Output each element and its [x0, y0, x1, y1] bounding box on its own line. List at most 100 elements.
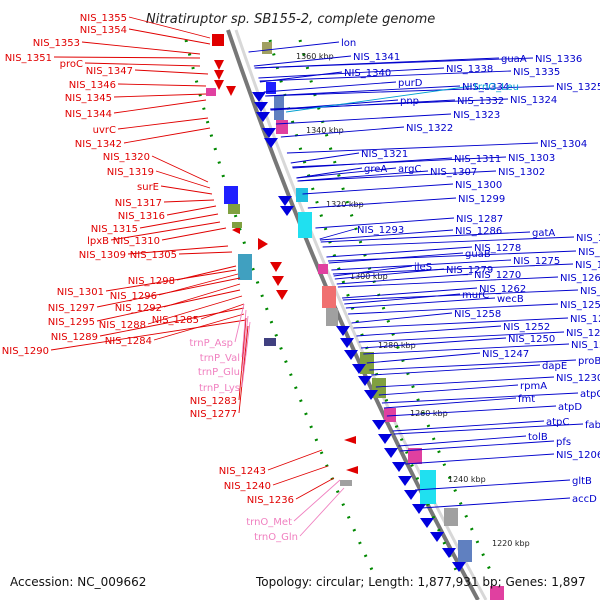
- leader-line: [241, 315, 249, 372]
- leader-line: [400, 440, 555, 452]
- gene-label-nis-1292: NIS_1292: [115, 303, 162, 314]
- leader-line: [381, 392, 579, 404]
- gene-label-nis-1300: NIS_1300: [455, 180, 502, 191]
- leader-line: [151, 155, 209, 183]
- right-leader-lines: [248, 41, 584, 509]
- leader-line: [344, 293, 461, 305]
- gene-label-guab: guaB: [465, 249, 491, 260]
- accession-text: Accession: NC_009662: [10, 575, 146, 589]
- leader-line: [285, 85, 473, 113]
- gene-label-nis-1341: NIS_1341: [353, 52, 400, 63]
- leader-line: [286, 142, 539, 154]
- leader-line: [50, 319, 247, 351]
- gene-label-iles: ileS: [414, 262, 432, 273]
- tick-label: 1360 kbp: [296, 52, 334, 61]
- gene-label-nis-1243: NIS_1243: [219, 466, 266, 477]
- rna-label-trno-leu: trnO_Leu: [474, 82, 519, 93]
- gene-label-accd: accD: [572, 494, 597, 505]
- gene-label-atpg: atpG: [580, 389, 600, 400]
- gene-label-prob: proB: [578, 356, 600, 367]
- gene-label-nis-1290: NIS_1290: [2, 346, 49, 357]
- leader-line: [139, 213, 219, 229]
- gene-label-nis-1286: NIS_1286: [455, 226, 502, 237]
- gene-label-wecb: wecB: [497, 294, 524, 305]
- leader-line: [113, 93, 207, 98]
- gene-label-lon: lon: [341, 38, 356, 49]
- gene-label-nis-1240: NIS_1240: [224, 481, 271, 492]
- leader-line: [117, 117, 209, 130]
- gene-label-nis-1248: NIS_1248: [570, 314, 600, 325]
- gene-label-pfs: pfs: [556, 437, 571, 448]
- leader-line: [405, 453, 555, 465]
- gene-label-fabd: fabD: [585, 420, 600, 431]
- gene-label-nis-1299: NIS_1299: [458, 194, 505, 205]
- gene-label-nis-1295: NIS_1295: [48, 317, 95, 328]
- gene-label-nis-1346: NIS_1346: [69, 80, 116, 91]
- gene-label-grea: greA: [364, 164, 387, 175]
- gene-label-gltb: gltB: [572, 476, 592, 487]
- leader-line: [363, 343, 570, 355]
- leader-line: [386, 405, 557, 417]
- leader-line: [267, 449, 323, 471]
- gene-label-nis-1325: NIS_1325: [556, 82, 600, 93]
- leader-line: [290, 152, 360, 164]
- tick-label: 1320 kbp: [326, 200, 364, 209]
- tick-label: 1300 kbp: [350, 272, 388, 281]
- gene-label-tolb: tolB: [528, 432, 548, 443]
- leader-line: [258, 67, 445, 79]
- leader-line: [361, 337, 507, 349]
- gene-label-fmt: fmt: [518, 394, 535, 405]
- gene-label-nis-1351: NIS_1351: [5, 53, 52, 64]
- gene-label-lpxb: lpxB: [87, 236, 109, 247]
- gene-label-nis-1345: NIS_1345: [65, 93, 112, 104]
- gene-label-atpd: atpD: [558, 402, 582, 413]
- leader-line: [166, 205, 217, 216]
- leader-line: [378, 384, 519, 396]
- gene-label-nis-1255: NIS_1255: [580, 286, 600, 297]
- leader-line: [332, 263, 574, 275]
- leader-line: [253, 55, 352, 67]
- leader-line: [353, 317, 569, 329]
- leader-line: [263, 81, 397, 93]
- gene-label-nis-1276: NIS_1276: [576, 233, 600, 244]
- gene-label-guaa: guaA: [501, 54, 527, 65]
- leader-line: [392, 420, 545, 432]
- gene-label-nis-1321: NIS_1321: [361, 149, 408, 160]
- leader-line: [128, 28, 211, 45]
- gene-label-nis-1347: NIS_1347: [86, 66, 133, 77]
- leader-line: [155, 170, 211, 189]
- gene-label-nis-1304: NIS_1304: [540, 139, 587, 150]
- leader-line: [383, 397, 517, 409]
- genome-stats-text: Topology: circular; Length: 1,877,931 bp…: [255, 575, 586, 589]
- gene-label-nis-1353: NIS_1353: [33, 38, 80, 49]
- gene-label-nis-1289: NIS_1289: [51, 332, 98, 343]
- rna-label-trnp-asp: trnP_Asp: [189, 338, 233, 349]
- gene-label-nis-1206: NIS_1206: [556, 450, 600, 461]
- leader-line: [105, 269, 237, 292]
- gene-label-nis-1260: NIS_1260: [560, 273, 600, 284]
- right-gene-labels: lon NIS_1341 NIS_1340 NIS_1338 guaA NIS_1336 N…: [341, 38, 600, 505]
- leader-line: [123, 127, 211, 144]
- gene-label-nis-1311: NIS_1311: [454, 154, 501, 165]
- gene-label-nis-1242: NIS_1242: [571, 340, 600, 351]
- leader-line: [327, 250, 577, 262]
- leader-line: [238, 325, 249, 414]
- gene-label-nis-1310: NIS_1310: [113, 236, 160, 247]
- leader-line: [358, 331, 565, 343]
- leader-line: [356, 325, 502, 337]
- leader-line: [84, 62, 201, 67]
- rna-label-trnp-glu: trnP_Glu: [198, 367, 240, 378]
- gene-label-rpma: rpmA: [520, 381, 547, 392]
- leader-line: [265, 85, 461, 97]
- leader-line: [302, 183, 454, 195]
- gene-label-nis-1297: NIS_1297: [48, 303, 95, 314]
- leader-line: [270, 98, 509, 110]
- gene-label-nis-1344: NIS_1344: [65, 109, 112, 120]
- leader-line: [345, 297, 496, 309]
- leader-line: [163, 199, 215, 203]
- leader-line: [265, 85, 555, 97]
- leader-line: [272, 465, 329, 486]
- leader-line: [161, 227, 227, 241]
- left-leader-lines: [50, 16, 345, 537]
- tick-label: 1340 kbp: [306, 126, 344, 135]
